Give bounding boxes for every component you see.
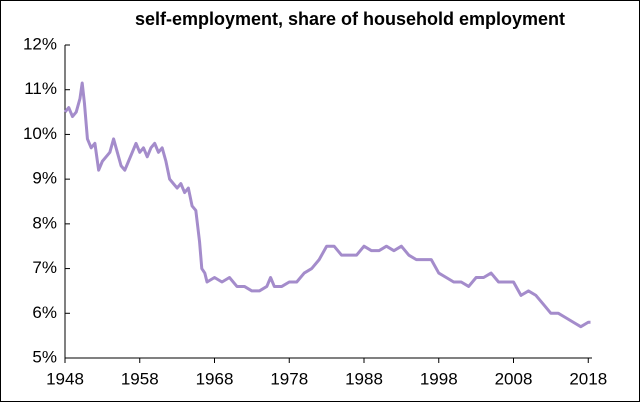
y-tick-label: 6% bbox=[32, 303, 57, 322]
data-line bbox=[63, 81, 591, 329]
y-tick-label: 11% bbox=[24, 79, 57, 98]
x-tick-label: 1968 bbox=[196, 369, 234, 388]
y-tick-label: 8% bbox=[32, 213, 57, 232]
y-tick-label: 5% bbox=[32, 347, 57, 366]
x-tick-label: 2008 bbox=[495, 369, 533, 388]
x-tick-label: 2018 bbox=[569, 369, 607, 388]
chart-title: self-employment, share of household empl… bbox=[135, 9, 565, 29]
x-tick-label: 1948 bbox=[46, 369, 84, 388]
x-tick-label: 1958 bbox=[121, 369, 159, 388]
x-tick-label: 1998 bbox=[420, 369, 458, 388]
x-tick-label: 1988 bbox=[345, 369, 383, 388]
y-tick-label: 9% bbox=[32, 169, 57, 188]
y-tick-label: 7% bbox=[32, 258, 57, 277]
y-tick-label: 12% bbox=[23, 34, 57, 53]
y-tick-label: 10% bbox=[23, 124, 57, 143]
x-tick-label: 1978 bbox=[270, 369, 308, 388]
